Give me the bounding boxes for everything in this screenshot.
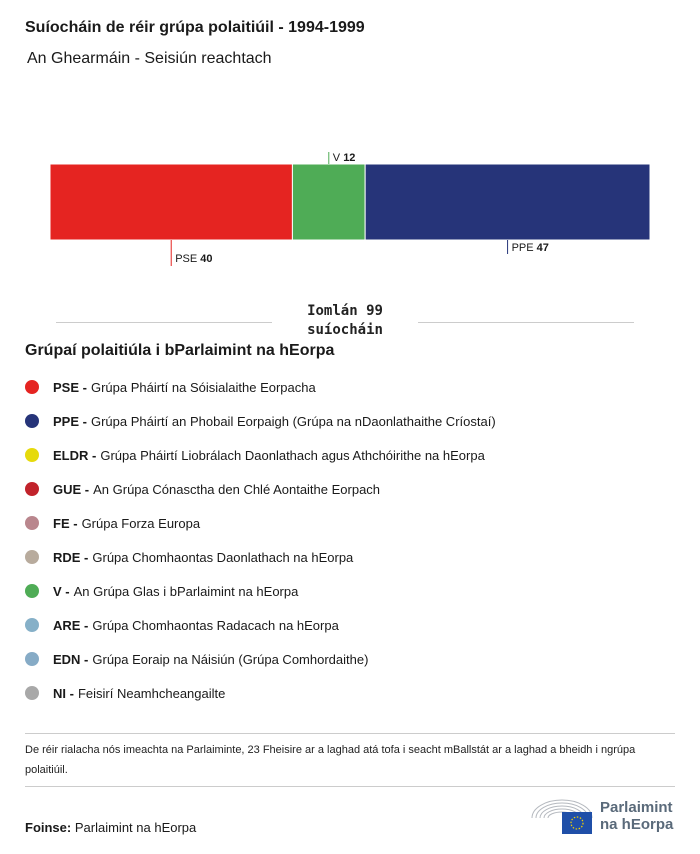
eu-flag-icon xyxy=(562,812,592,834)
legend-name: An Grúpa Cónasctha den Chlé Aontaithe Eo… xyxy=(93,481,381,497)
legend-item: PPE - Grúpa Pháirtí an Phobail Eorpaigh (… xyxy=(25,404,496,438)
legend-code: ARE - xyxy=(53,617,89,633)
logo-line2: na hEorpa xyxy=(600,816,674,833)
footnote: De réir rialacha nós imeachta na Parlaim… xyxy=(25,744,636,776)
legend-name: Grúpa Pháirtí Liobrálach Daonlathach agu… xyxy=(100,447,485,463)
legend-dot-icon xyxy=(25,414,39,428)
legend-item: FE - Grúpa Forza Europa xyxy=(25,506,496,540)
divider xyxy=(418,322,634,323)
divider xyxy=(25,786,675,787)
legend-dot-icon xyxy=(25,686,39,700)
stacked-bar-chart: PSE 40 V 12 PPE 47 xyxy=(49,152,651,266)
legend-title: Grúpaí polaitiúla i bParlaimint na hEorp… xyxy=(25,342,335,359)
legend-item: GUE - An Grúpa Cónasctha den Chlé Aontait… xyxy=(25,472,496,506)
source-value: Parlaimint na hEorpa xyxy=(74,820,197,835)
ep-logo: Parlaimint na hEorpa xyxy=(530,796,673,836)
divider xyxy=(56,322,272,323)
legend-item: RDE - Grúpa Chomhaontas Daonlathach na hE… xyxy=(25,540,496,574)
total-unit: suíocháin xyxy=(307,322,383,338)
legend-dot-icon xyxy=(25,584,39,598)
data-label: PSE 40 xyxy=(175,253,212,265)
data-label: PPE 47 xyxy=(512,242,549,254)
legend-code: EDN - xyxy=(53,651,89,667)
legend-name: Grúpa Eoraip na Náisiún (Grúpa Comhordai… xyxy=(92,651,369,667)
legend-code: FE - xyxy=(53,515,78,531)
logo-line1: Parlaimint xyxy=(600,799,673,816)
chart-title: Suíocháin de réir grúpa polaitiúil - 199… xyxy=(25,19,365,36)
parliament-hemicycle-icon xyxy=(531,799,593,834)
legend-dot-icon xyxy=(25,652,39,666)
legend-name: Grúpa Pháirtí an Phobail Eorpaigh (Grúpa… xyxy=(90,413,496,429)
legend-name: Grúpa Chomhaontas Radacach na hEorpa xyxy=(92,617,339,633)
legend-code: PSE - xyxy=(53,379,87,395)
legend-dot-icon xyxy=(25,516,39,530)
legend-item: PSE - Grúpa Pháirtí na Sóisialaithe Eorpa… xyxy=(25,370,496,404)
legend-name: Grúpa Chomhaontas Daonlathach na hEorpa xyxy=(92,549,354,565)
legend-dot-icon xyxy=(25,380,39,394)
legend-name: An Grúpa Glas i bParlaimint na hEorpa xyxy=(73,583,299,599)
divider xyxy=(25,733,675,734)
source: Foinse: Parlaimint na hEorpa xyxy=(25,820,196,835)
legend-item: ARE - Grúpa Chomhaontas Radacach na hEorp… xyxy=(25,608,496,642)
legend-item: ELDR - Grúpa Pháirtí Liobrálach Daonlatha… xyxy=(25,438,496,472)
legend-name: Grúpa Pháirtí na Sóisialaithe Eorpacha xyxy=(90,379,316,395)
source-label: Foinse: xyxy=(25,820,72,835)
legend: PSE - Grúpa Pháirtí na Sóisialaithe Eorpa… xyxy=(25,370,496,710)
bar-segment-pse xyxy=(49,163,293,241)
legend-dot-icon xyxy=(25,550,39,564)
legend-item: NI - Feisirí Neamhcheangailte xyxy=(25,676,496,710)
bar-segment-v xyxy=(291,163,366,241)
total-seats: Iomlán 99 suíocháin xyxy=(280,302,410,340)
total-label: Iomlán 99 xyxy=(307,303,383,319)
legend-code: V - xyxy=(53,583,70,599)
legend-code: RDE - xyxy=(53,549,89,565)
legend-dot-icon xyxy=(25,618,39,632)
bar-segment-ppe xyxy=(364,163,651,241)
legend-name: Grúpa Forza Europa xyxy=(81,515,201,531)
legend-item: EDN - Grúpa Eoraip na Náisiún (Grúpa Comh… xyxy=(25,642,496,676)
data-label: V 12 xyxy=(333,152,356,164)
legend-dot-icon xyxy=(25,482,39,496)
legend-code: NI - xyxy=(53,685,74,701)
legend-code: PPE - xyxy=(53,413,87,429)
legend-code: GUE - xyxy=(53,481,90,497)
legend-name: Feisirí Neamhcheangailte xyxy=(77,685,226,701)
legend-item: V - An Grúpa Glas i bParlaimint na hEorpa xyxy=(25,574,496,608)
legend-dot-icon xyxy=(25,448,39,462)
legend-code: ELDR - xyxy=(53,447,97,463)
chart-subtitle: An Ghearmáin - Seisiún reachtach xyxy=(27,50,272,67)
